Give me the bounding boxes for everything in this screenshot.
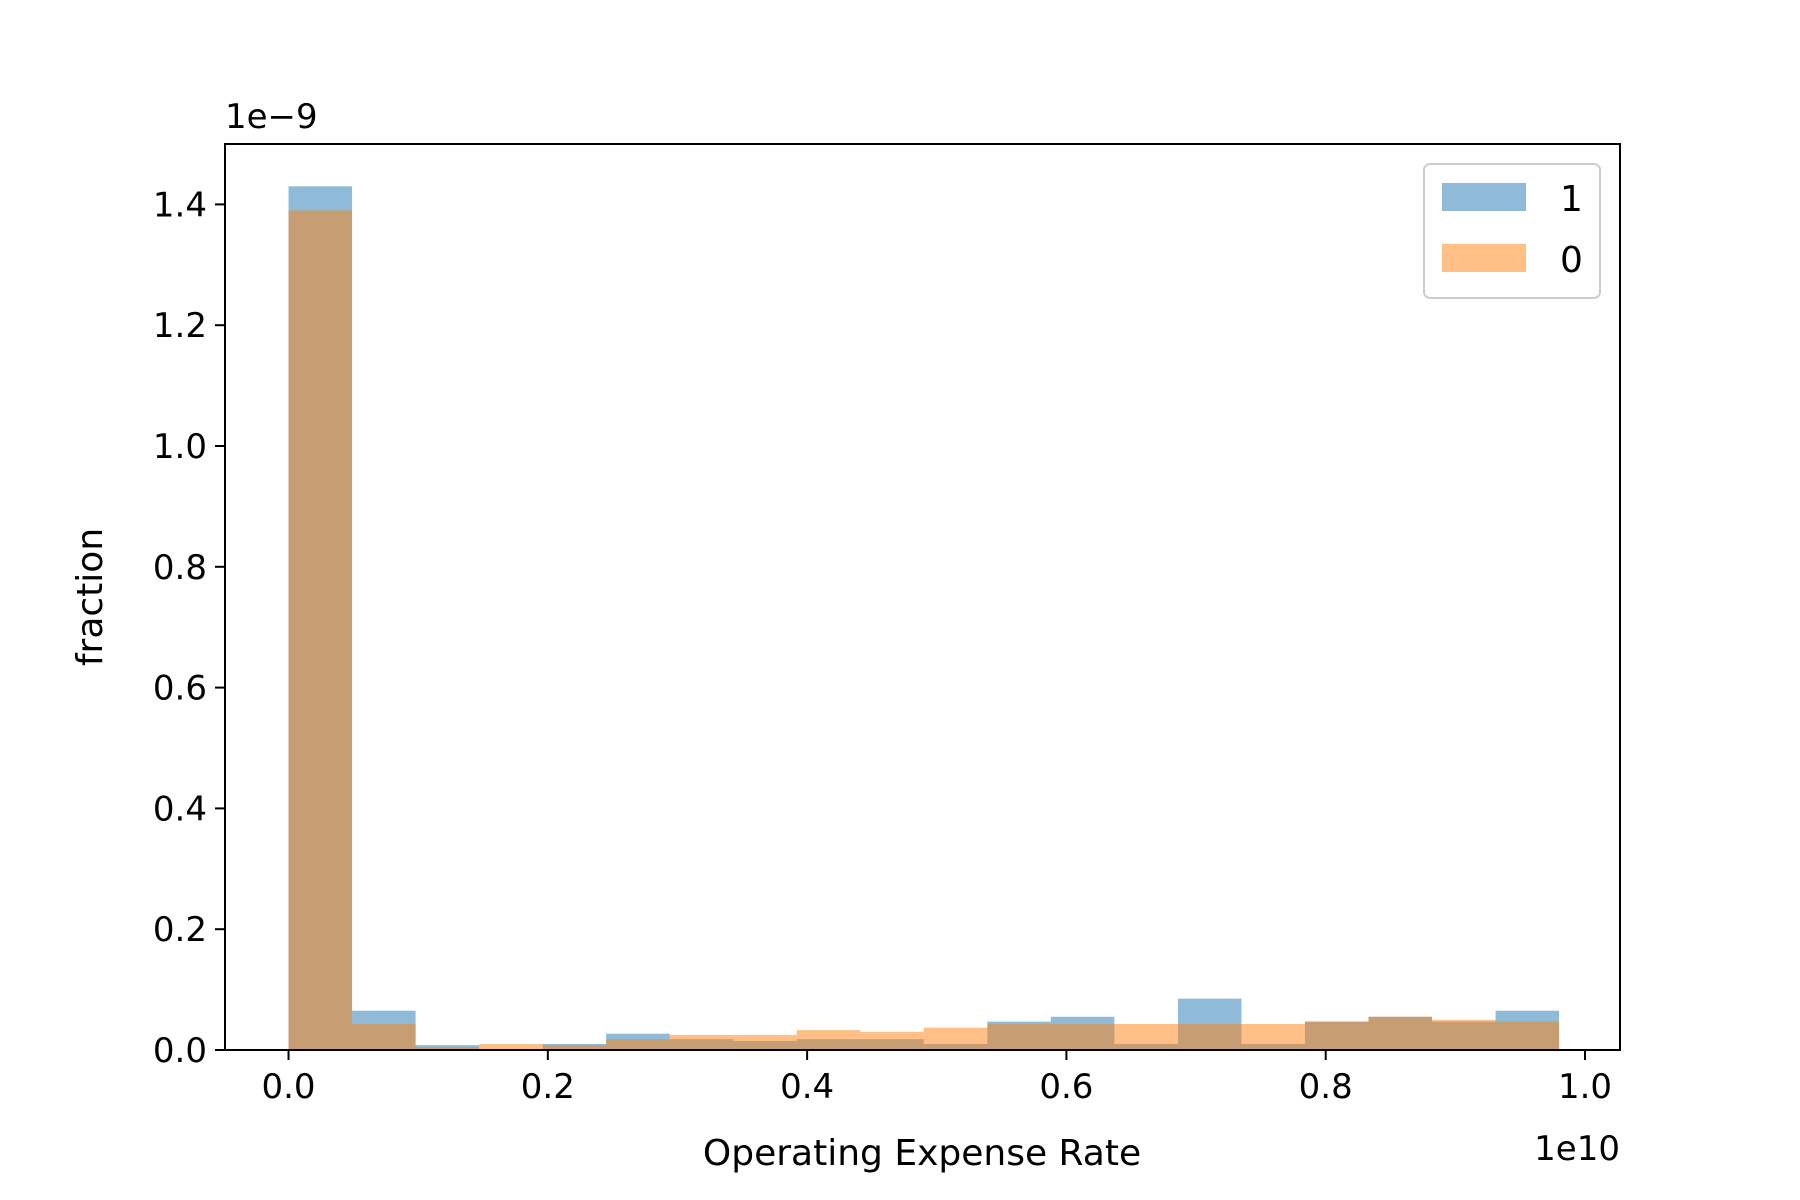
y-tick-label: 0.0 [153, 1031, 207, 1071]
x-tick-label: 0.8 [1299, 1067, 1353, 1107]
legend: 1 0 [1423, 163, 1601, 299]
bar-series-0-bin-17 [1368, 1016, 1433, 1050]
x-axis-ticks: 0.0 0.2 0.4 0.6 0.8 1.0 [261, 1050, 1612, 1107]
y-tick-label: 1.4 [153, 185, 207, 225]
legend-swatch-series-0 [1442, 244, 1526, 272]
bar-series-0-bin-11 [987, 1024, 1051, 1050]
bar-series-0-bin-9 [860, 1031, 924, 1050]
bar-series-0-bin-2 [415, 1046, 480, 1050]
axes-frame [224, 143, 1621, 1051]
bar-series-0-bin-16 [1304, 1021, 1369, 1050]
bar-series-0-bin-15 [1241, 1024, 1305, 1050]
x-tick-label: 1.0 [1558, 1067, 1612, 1107]
bar-series-0-bin-10 [923, 1027, 988, 1050]
bar-series-0-bin-0 [288, 210, 353, 1050]
bar-series-0-bin-14 [1177, 1024, 1242, 1050]
bar-series-0-bin-18 [1432, 1019, 1496, 1050]
legend-swatch-series-1 [1442, 183, 1526, 211]
bar-series-0-bin-6 [669, 1034, 734, 1050]
y-tick-label: 0.4 [153, 789, 207, 829]
x-tick-label: 0.6 [1039, 1067, 1093, 1107]
x-tick-label: 0.0 [261, 1067, 315, 1107]
bar-series-0-bin-13 [1114, 1024, 1178, 1050]
bar-series-0-bin-12 [1050, 1024, 1115, 1050]
y-tick-label: 0.8 [153, 548, 207, 588]
y-axis-label: fraction [70, 528, 111, 666]
bar-series-0-bin-8 [796, 1030, 861, 1050]
legend-label-series-1: 1 [1560, 179, 1583, 220]
y-axis-ticks: 0.0 0.2 0.4 0.6 0.8 1.0 1.2 1.4 [153, 185, 225, 1071]
bar-series-0-bin-7 [733, 1034, 797, 1050]
bar-series-0-bin-5 [606, 1039, 670, 1050]
bar-series-0-bin-19 [1495, 1021, 1560, 1050]
y-tick-label: 1.0 [153, 427, 207, 467]
y-tick-label: 1.2 [153, 306, 207, 346]
bar-series-0-bin-1 [352, 1024, 416, 1050]
bar-series-0-bin-4 [542, 1045, 607, 1050]
x-tick-label: 0.2 [521, 1067, 575, 1107]
x-exponent-label: 1e10 [1534, 1129, 1620, 1169]
bar-series-0-bin-3 [479, 1043, 543, 1050]
x-tick-label: 0.4 [780, 1067, 834, 1107]
y-tick-label: 0.6 [153, 669, 207, 709]
x-axis-label: Operating Expense Rate [703, 1133, 1141, 1174]
y-tick-label: 0.2 [153, 910, 207, 950]
legend-label-series-0: 0 [1560, 240, 1583, 281]
y-exponent-label: 1e−9 [225, 97, 318, 137]
bars-layer [288, 186, 1560, 1050]
